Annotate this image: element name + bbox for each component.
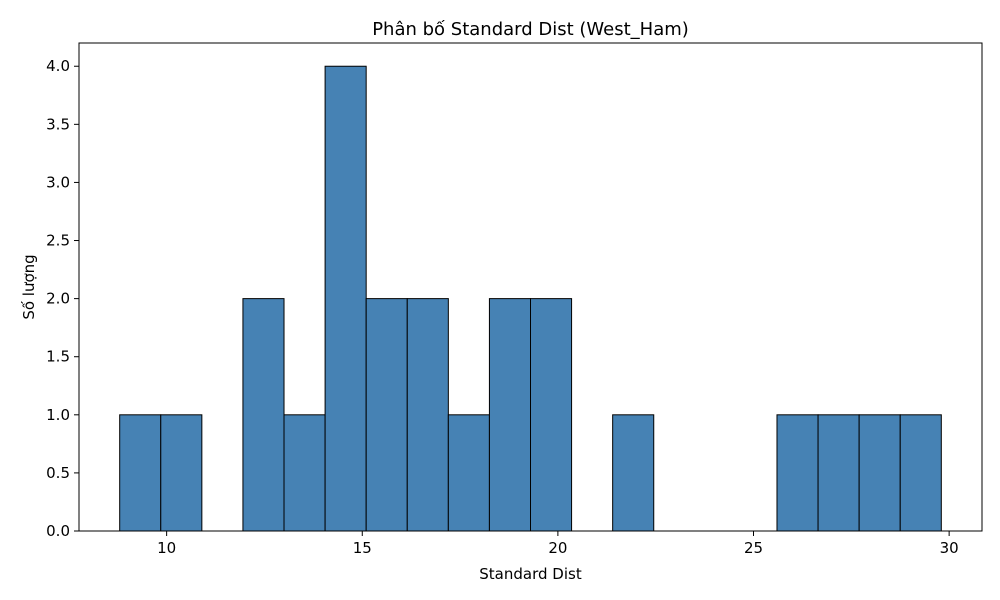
x-axis-ticks: 10 15 20 25 30 <box>157 531 959 557</box>
x-tick-label: 15 <box>353 539 372 557</box>
histogram-bar <box>488 298 531 532</box>
y-tick-label: 1.0 <box>46 406 70 424</box>
y-tick-label: 0.5 <box>46 464 70 482</box>
histogram-bar <box>365 298 408 532</box>
histogram-bar <box>858 414 901 532</box>
histogram-bar <box>776 414 819 532</box>
histogram-bar <box>817 414 860 532</box>
histogram-bar <box>242 298 285 532</box>
chart-title: Phân bố Standard Dist (West_Ham) <box>372 19 689 40</box>
histogram-bar <box>160 414 203 532</box>
y-tick-label: 0.0 <box>46 522 70 540</box>
histogram-bar <box>406 298 449 532</box>
y-tick-label: 3.5 <box>46 115 70 133</box>
histogram-bar <box>530 298 573 532</box>
x-axis-label: Standard Dist <box>479 565 582 583</box>
y-tick-label: 2.5 <box>46 232 70 250</box>
bars-group <box>119 65 942 532</box>
plot-frame <box>78 42 983 532</box>
histogram-bar <box>899 414 942 532</box>
y-tick-label: 4.0 <box>46 57 70 75</box>
histogram-bar <box>119 414 162 532</box>
x-tick-label: 30 <box>940 539 959 557</box>
y-tick-label: 1.5 <box>46 348 70 366</box>
y-axis-ticks: 0.0 0.5 1.0 1.5 2.0 2.5 3.0 3.5 4.0 <box>46 57 79 540</box>
histogram-bar <box>283 414 326 532</box>
y-axis-label: Số lượng <box>20 254 38 319</box>
x-tick-label: 25 <box>744 539 763 557</box>
y-tick-label: 3.0 <box>46 173 70 191</box>
x-tick-label: 10 <box>157 539 176 557</box>
y-tick-label: 2.0 <box>46 290 70 308</box>
histogram-bar <box>447 414 490 532</box>
x-tick-label: 20 <box>548 539 567 557</box>
histogram-bar <box>324 65 367 532</box>
histogram-bar <box>612 414 655 532</box>
